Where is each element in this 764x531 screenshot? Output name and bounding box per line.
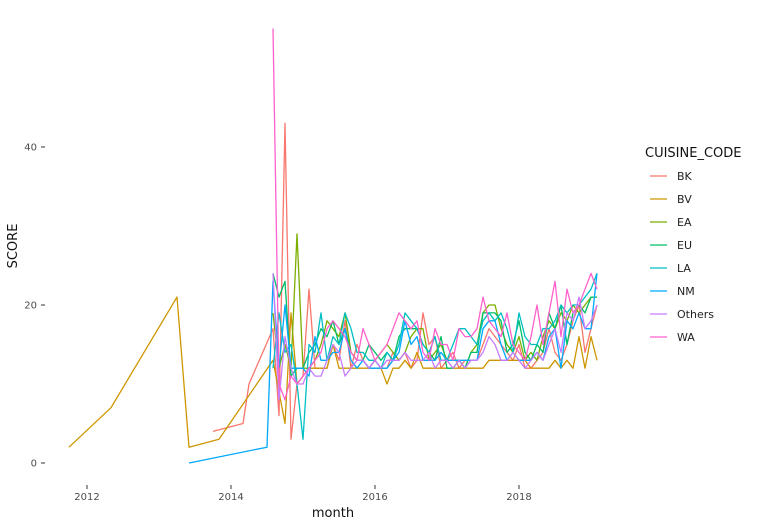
x-tick-label: 2014 — [218, 492, 243, 503]
x-tick-label: 2012 — [74, 492, 99, 503]
x-tick-label: 2018 — [506, 492, 531, 503]
legend: CUISINE_CODE BK BV EA EU LA NM Others WA — [645, 146, 741, 344]
y-tick-label: 20 — [24, 301, 37, 312]
legend-label: EU — [677, 239, 692, 252]
series-line-wa — [272, 28, 598, 401]
legend-item-others: Others — [650, 308, 714, 321]
y-tick-label: 0 — [31, 459, 37, 470]
series-line-bk — [212, 122, 598, 440]
y-axis-title: SCORE — [6, 224, 21, 269]
legend-item-bk: BK — [650, 170, 693, 183]
y-tick-label: 40 — [24, 143, 37, 154]
series-layer — [68, 28, 598, 464]
legend-label: BK — [677, 170, 693, 183]
x-axis: 2012 2014 2016 2018 — [74, 485, 532, 503]
legend-label: NM — [677, 285, 695, 298]
legend-label: EA — [677, 216, 692, 229]
x-axis-title: month — [312, 506, 354, 521]
series-line-la — [272, 273, 598, 440]
series-line-others — [272, 273, 598, 401]
y-axis: 0 20 40 — [24, 143, 45, 470]
legend-item-eu: EU — [650, 239, 692, 252]
legend-item-nm: NM — [650, 285, 695, 298]
legend-item-ea: EA — [650, 216, 692, 229]
series-line-ea — [272, 233, 597, 369]
legend-item-la: LA — [650, 262, 691, 275]
legend-item-bv: BV — [650, 193, 692, 206]
legend-label: Others — [677, 308, 714, 321]
legend-title: CUISINE_CODE — [645, 146, 741, 161]
x-tick-label: 2016 — [362, 492, 387, 503]
legend-item-wa: WA — [650, 331, 695, 344]
legend-label: BV — [677, 193, 692, 206]
legend-label: WA — [677, 331, 695, 344]
legend-label: LA — [677, 262, 691, 275]
